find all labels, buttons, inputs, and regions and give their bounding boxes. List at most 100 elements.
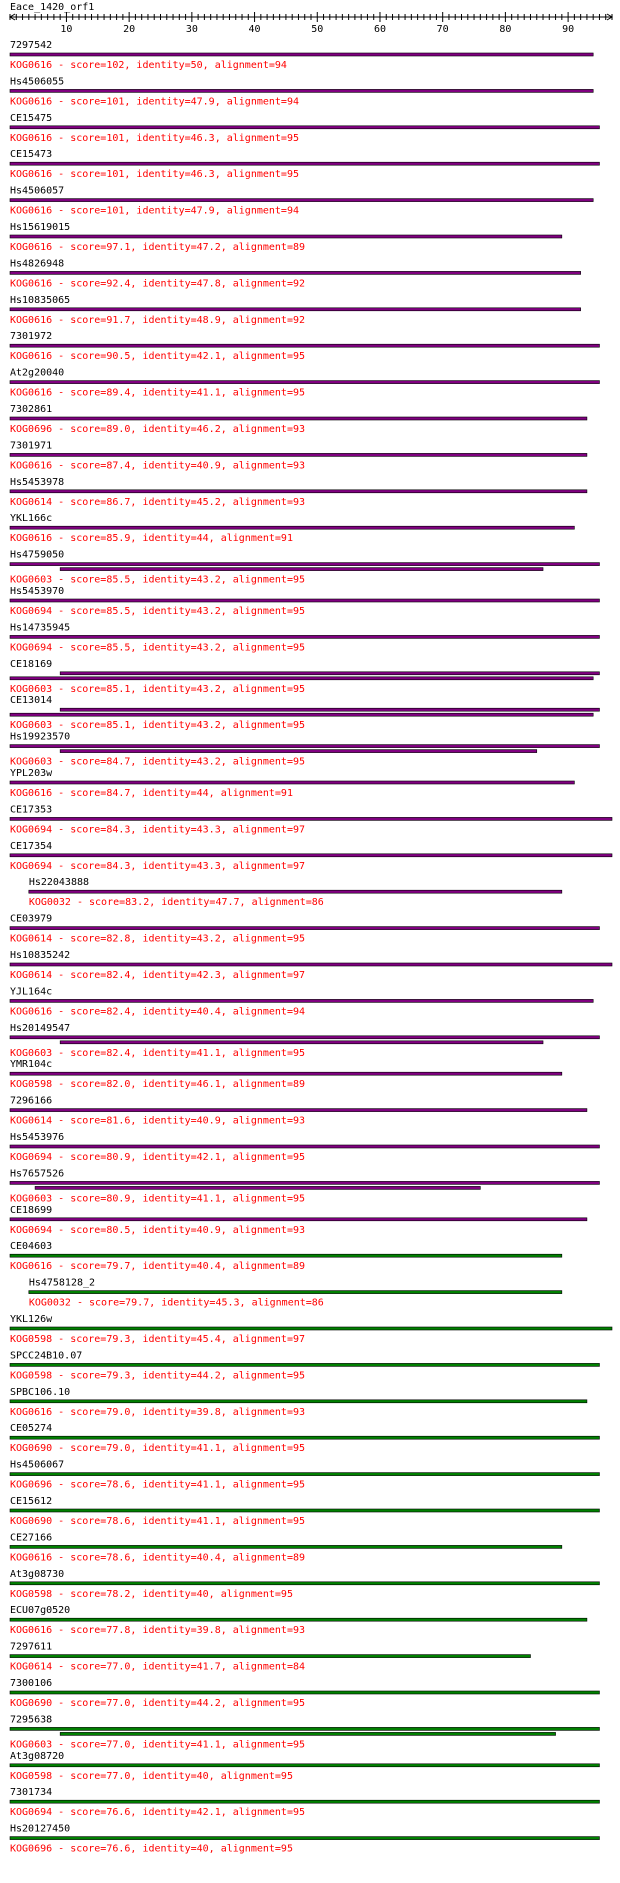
axis-tick-label: 90 bbox=[562, 24, 574, 35]
hit-row: Hs10835065 KOG0616 - score=91.7, identity… bbox=[9, 295, 581, 326]
hit-name: YJL164c bbox=[10, 986, 52, 997]
hit-row: Hs4506057 KOG0616 - score=101, identity=4… bbox=[9, 186, 594, 217]
hit-annotation: KOG0598 - score=77.0, identity=40, align… bbox=[10, 1771, 293, 1782]
hit-name: Hs4758128_2 bbox=[29, 1278, 95, 1289]
hit-name: Hs20149547 bbox=[10, 1023, 70, 1034]
axis-left-arrow bbox=[9, 13, 16, 21]
hit-row: CE03979 KOG0614 - score=82.8, identity=43… bbox=[9, 914, 600, 945]
hit-name: Hs4506055 bbox=[10, 76, 64, 87]
hit-row: Hs15619015 KOG0616 - score=97.1, identity… bbox=[9, 222, 563, 253]
hit-annotation: KOG0598 - score=78.2, identity=40, align… bbox=[10, 1589, 293, 1600]
hit-row: CE17353 KOG0694 - score=84.3, identity=43… bbox=[9, 804, 613, 835]
alignment-bar bbox=[28, 889, 563, 894]
hit-row: YKL166c KOG0616 - score=85.9, identity=44… bbox=[9, 513, 575, 544]
hit-name: At3g08730 bbox=[10, 1569, 64, 1580]
alignment-bar bbox=[9, 307, 581, 312]
hit-name: Hs5453978 bbox=[10, 477, 64, 488]
alignment-bar bbox=[9, 416, 588, 421]
axis-tick-label: 40 bbox=[249, 24, 261, 35]
hit-annotation: KOG0603 - score=82.4, identity=41.1, ali… bbox=[10, 1048, 305, 1059]
alignment-bar bbox=[59, 567, 544, 571]
alignment-bar bbox=[9, 453, 588, 457]
hit-annotation: KOG0603 - score=85.1, identity=43.2, ali… bbox=[10, 720, 305, 731]
hit-row: Hs4826948 KOG0616 - score=92.4, identity=… bbox=[9, 258, 581, 289]
alignment-bar bbox=[59, 671, 600, 676]
hit-name: Hs4826948 bbox=[10, 258, 64, 269]
hit-annotation: KOG0603 - score=77.0, identity=41.1, ali… bbox=[10, 1739, 305, 1750]
alignment-bar bbox=[9, 1363, 600, 1367]
alignment-bar bbox=[9, 562, 600, 566]
hit-row: At3g08730 KOG0598 - score=78.2, identity=… bbox=[9, 1569, 600, 1600]
alignment-bar bbox=[9, 1181, 600, 1185]
hit-row: Hs5453976 KOG0694 - score=80.9, identity=… bbox=[9, 1132, 600, 1163]
hit-row: CE13014 KOG0603 - score=85.1, identity=43… bbox=[9, 695, 600, 731]
hit-annotation: KOG0616 - score=84.7, identity=44, align… bbox=[10, 788, 293, 799]
hit-name: Hs7657526 bbox=[10, 1168, 64, 1179]
alignment-bar bbox=[9, 962, 613, 967]
hit-annotation: KOG0616 - score=90.5, identity=42.1, ali… bbox=[10, 351, 305, 362]
hit-name: 7301971 bbox=[10, 440, 52, 451]
axis-tick-label: 70 bbox=[437, 24, 449, 35]
hit-annotation: KOG0616 - score=92.4, identity=47.8, ali… bbox=[10, 278, 305, 289]
hit-row: 7301972 KOG0616 - score=90.5, identity=42… bbox=[9, 331, 600, 362]
hit-row: At3g08720 KOG0598 - score=77.0, identity=… bbox=[9, 1751, 600, 1782]
hit-annotation: KOG0616 - score=85.9, identity=44, align… bbox=[10, 533, 293, 544]
axis-tick-label: 50 bbox=[311, 24, 323, 35]
hit-name: YMR104c bbox=[10, 1059, 52, 1070]
hit-row: CE15475 KOG0616 - score=101, identity=46.… bbox=[9, 113, 600, 144]
hit-row: CE27166 KOG0616 - score=78.6, identity=40… bbox=[9, 1532, 563, 1563]
alignment-bar bbox=[9, 1399, 588, 1404]
hit-name: SPCC24B10.07 bbox=[10, 1350, 82, 1361]
axis-tick-label: 30 bbox=[186, 24, 198, 35]
hit-row: Hs4759050 KOG0603 - score=85.5, identity=… bbox=[9, 550, 600, 586]
alignment-bar bbox=[9, 1435, 600, 1440]
hit-name: YPL203w bbox=[10, 768, 53, 779]
hit-name: CE15475 bbox=[10, 113, 52, 124]
hit-name: Hs10835242 bbox=[10, 950, 70, 961]
hit-annotation: KOG0614 - score=77.0, identity=41.7, ali… bbox=[10, 1662, 305, 1673]
hit-row: YKL126w KOG0598 - score=79.3, identity=45… bbox=[9, 1314, 613, 1345]
hit-row: Hs5453978 KOG0614 - score=86.7, identity=… bbox=[9, 477, 588, 508]
alignment-bar bbox=[9, 744, 600, 748]
hit-row: Hs14735945 KOG0694 - score=85.5, identity… bbox=[9, 622, 600, 653]
alignment-bar bbox=[9, 1617, 588, 1622]
hit-name: Hs5453976 bbox=[10, 1132, 64, 1143]
hit-annotation: KOG0616 - score=97.1, identity=47.2, ali… bbox=[10, 242, 305, 253]
alignment-bar bbox=[9, 271, 581, 275]
axis-tick-label: 20 bbox=[123, 24, 135, 35]
hit-annotation: KOG0696 - score=78.6, identity=41.1, ali… bbox=[10, 1480, 305, 1491]
hit-name: Hs14735945 bbox=[10, 622, 70, 633]
hit-annotation: KOG0603 - score=84.7, identity=43.2, ali… bbox=[10, 757, 305, 768]
hit-row: CE15473 KOG0616 - score=101, identity=46.… bbox=[9, 149, 600, 180]
hit-annotation: KOG0616 - score=91.7, identity=48.9, ali… bbox=[10, 315, 305, 326]
hit-name: ECU07g0520 bbox=[10, 1605, 70, 1616]
hit-row: At2g20040 KOG0616 - score=89.4, identity=… bbox=[9, 368, 600, 399]
hit-annotation: KOG0598 - score=79.3, identity=44.2, ali… bbox=[10, 1370, 305, 1381]
hit-name: 7301972 bbox=[10, 331, 52, 342]
hit-name: Hs4506057 bbox=[10, 186, 64, 197]
hit-annotation: KOG0690 - score=79.0, identity=41.1, ali… bbox=[10, 1443, 305, 1454]
alignment-bar bbox=[9, 161, 600, 166]
alignment-bar bbox=[59, 1040, 544, 1045]
hit-annotation: KOG0616 - score=78.6, identity=40.4, ali… bbox=[10, 1552, 305, 1563]
alignment-bar bbox=[9, 1727, 600, 1731]
hit-annotation: KOG0696 - score=76.6, identity=40, align… bbox=[10, 1844, 293, 1855]
query-title: Eace_1420_orf1 bbox=[10, 2, 94, 13]
alignment-bar bbox=[9, 1217, 588, 1222]
hit-row: YJL164c KOG0616 - score=82.4, identity=40… bbox=[9, 986, 594, 1017]
hit-name: 7296166 bbox=[10, 1096, 52, 1107]
hit-row: Hs5453970 KOG0694 - score=85.5, identity=… bbox=[9, 586, 600, 617]
alignment-bar bbox=[9, 1326, 613, 1331]
hit-list: 7297542 KOG0616 - score=102, identity=50,… bbox=[9, 40, 613, 1855]
hit-name: 7300106 bbox=[10, 1678, 52, 1689]
hit-row: CE15612 KOG0690 - score=78.6, identity=41… bbox=[9, 1496, 600, 1527]
hit-name: At2g20040 bbox=[10, 368, 64, 379]
axis-tick-label: 10 bbox=[60, 24, 72, 35]
hit-row: Hs4758128_2 KOG0032 - score=79.7, identit… bbox=[28, 1278, 563, 1309]
hit-row: Hs20149547 KOG0603 - score=82.4, identity… bbox=[9, 1023, 600, 1059]
alignment-bar bbox=[9, 1690, 600, 1695]
hit-name: YKL166c bbox=[10, 513, 52, 524]
hit-row: YMR104c KOG0598 - score=82.0, identity=46… bbox=[9, 1059, 563, 1090]
hit-annotation: KOG0616 - score=89.4, identity=41.1, ali… bbox=[10, 388, 305, 399]
